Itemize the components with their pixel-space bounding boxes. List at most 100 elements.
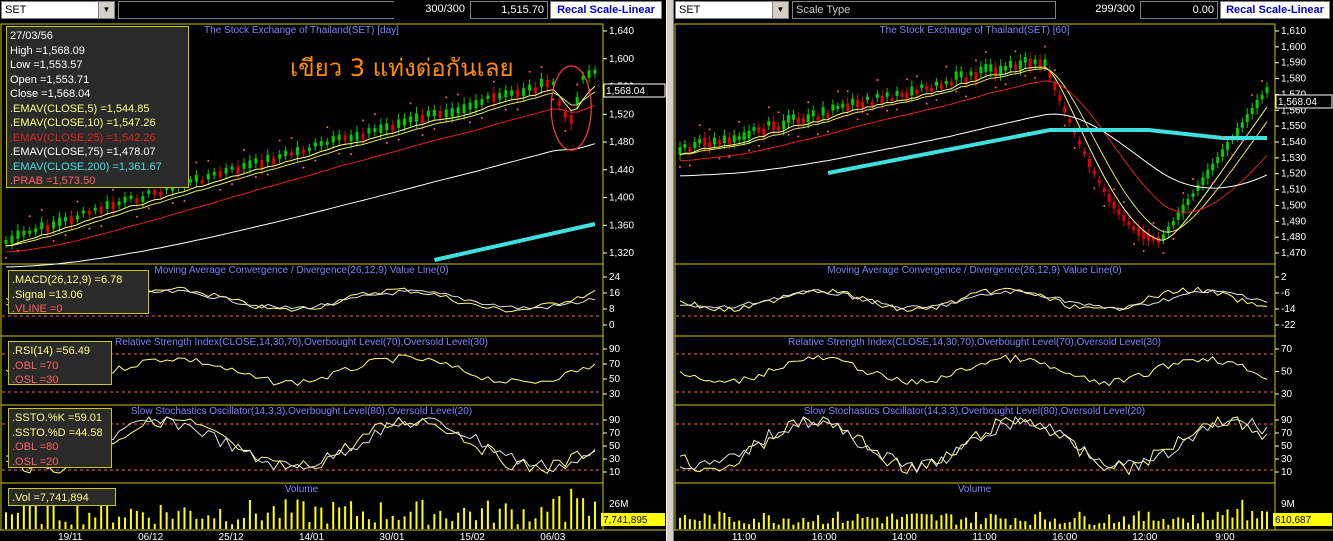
left-candle-body bbox=[539, 78, 543, 88]
left-volume-bar bbox=[528, 521, 531, 529]
left-candle-body bbox=[153, 189, 157, 195]
right-candle-body bbox=[930, 87, 934, 92]
right-sto-tick-label: 70 bbox=[1281, 428, 1293, 439]
right-volume-bar bbox=[1004, 518, 1007, 529]
left-prab-dot bbox=[207, 159, 210, 162]
right-candle-body bbox=[1196, 185, 1200, 191]
right-prab-dot bbox=[876, 78, 879, 81]
left-candle-body bbox=[545, 79, 549, 88]
left-prab-dot bbox=[564, 129, 567, 132]
right-prab-dot bbox=[698, 124, 701, 127]
right-macd-tick-label: -6 bbox=[1281, 288, 1290, 299]
chevron-down-icon[interactable]: ▼ bbox=[98, 2, 114, 18]
pane-splitter[interactable] bbox=[666, 0, 674, 541]
right-macd-tick-label: -14 bbox=[1281, 304, 1296, 315]
left-candle-body bbox=[587, 70, 591, 78]
right-symbol-select[interactable]: SET ▼ bbox=[675, 1, 789, 19]
right-prab-dot bbox=[777, 111, 780, 114]
right-candle-body bbox=[1260, 94, 1264, 100]
right-prab-dot bbox=[1103, 204, 1106, 207]
left-sto-tick-label: 50 bbox=[609, 441, 621, 452]
left-x-axis-label: 30/01 bbox=[379, 532, 404, 541]
left-candle-body bbox=[563, 112, 567, 118]
left-candle-body bbox=[575, 97, 579, 104]
left-volume-bar bbox=[397, 519, 400, 529]
info-ema5: .EMAV(CLOSE,5) =1,544.85 bbox=[10, 102, 150, 115]
right-prab-dot bbox=[797, 135, 800, 138]
right-price-title: The Stock Exchange of Thailand(SET) [60] bbox=[880, 25, 1070, 36]
right-prab-dot bbox=[984, 50, 987, 53]
left-candle-body bbox=[75, 215, 79, 220]
right-rsi-tick-label: 50 bbox=[1281, 367, 1293, 378]
left-candle-body bbox=[284, 150, 288, 157]
left-candle-body bbox=[415, 113, 419, 122]
right-price-tick-label: 1,490 bbox=[1281, 216, 1306, 227]
left-symbol-select[interactable]: SET ▼ bbox=[1, 1, 115, 19]
left-candle-body bbox=[296, 146, 300, 156]
left-chart-pane[interactable]: SET ▼ 300/300 1,515.70 Recal Scale-Linea… bbox=[0, 0, 666, 541]
right-prab-dot bbox=[1152, 222, 1155, 225]
left-candle-body bbox=[504, 90, 508, 98]
right-candle-body bbox=[791, 114, 795, 120]
left-candle-body bbox=[16, 230, 20, 239]
left-volume-bar bbox=[88, 512, 91, 529]
right-chart-pane[interactable]: SET ▼ Scale Type 299/300 0.00 Recal Scal… bbox=[674, 0, 1333, 541]
right-candle-body bbox=[762, 128, 766, 137]
right-volume-bar bbox=[802, 518, 805, 529]
right-price-tick-label: 1,480 bbox=[1281, 232, 1306, 243]
left-candle-body bbox=[331, 136, 335, 143]
right-sto-tick-label: 30 bbox=[1281, 454, 1293, 465]
right-volume-bar bbox=[984, 518, 987, 529]
left-prab-dot bbox=[350, 153, 353, 156]
left-volume-bar bbox=[219, 508, 222, 529]
left-candle-body bbox=[10, 235, 14, 244]
right-chart-canvas[interactable]: The Stock Exchange of Thailand(SET) [60]… bbox=[674, 20, 1333, 541]
macd-value: .MACD(26,12,9) =6.78 bbox=[12, 274, 123, 286]
right-volume-bar bbox=[1014, 517, 1017, 529]
left-candle-body bbox=[528, 84, 532, 91]
left-volume-bar bbox=[278, 517, 281, 529]
right-candle-body bbox=[683, 143, 687, 148]
right-x-axis-label: 14:00 bbox=[892, 532, 917, 541]
left-ema5-line bbox=[5, 85, 596, 247]
left-volume-bar bbox=[522, 509, 525, 529]
left-volume-bar bbox=[231, 524, 234, 529]
macd-signal: .Signal =13.06 bbox=[12, 288, 83, 301]
right-prab-dot bbox=[1172, 238, 1175, 241]
left-recal-scale-button[interactable]: Recal Scale-Linear bbox=[550, 1, 662, 19]
right-recal-scale-button[interactable]: Recal Scale-Linear bbox=[1220, 1, 1330, 19]
right-volume-bar bbox=[891, 513, 894, 529]
sto-obl: .OBL =80 bbox=[12, 441, 59, 453]
left-value-field: 1,515.70 bbox=[470, 1, 548, 19]
right-candle-body bbox=[1013, 65, 1017, 70]
left-volume-bar bbox=[338, 507, 341, 529]
left-chart-canvas[interactable]: The Stock Exchange of Thailand(SET) [day… bbox=[0, 20, 666, 541]
left-volume-bar bbox=[296, 499, 299, 529]
right-volume-bar bbox=[743, 523, 746, 529]
left-candle-body bbox=[147, 190, 151, 194]
left-toolbar: SET ▼ 300/300 1,515.70 Recal Scale-Linea… bbox=[0, 0, 666, 20]
right-candle-body bbox=[727, 137, 731, 145]
right-prab-dot bbox=[1182, 192, 1185, 195]
right-candle-body bbox=[1191, 193, 1195, 197]
left-candle-body bbox=[28, 230, 32, 234]
right-counter: 299/300 bbox=[1058, 1, 1138, 19]
right-ema10-line bbox=[679, 67, 1268, 233]
chevron-down-icon[interactable]: ▼ bbox=[772, 2, 788, 18]
left-prab-dot bbox=[28, 215, 31, 218]
right-volume-bar bbox=[866, 517, 869, 529]
left-x-axis-label: 14/01 bbox=[299, 532, 324, 541]
right-ema200-line bbox=[827, 128, 1267, 175]
left-volume-bar bbox=[302, 501, 305, 529]
right-volume-bar bbox=[1103, 522, 1106, 529]
right-volume-bar bbox=[994, 514, 997, 529]
left-price-tick-label: 1,600 bbox=[609, 54, 634, 65]
right-prab-dot bbox=[965, 95, 968, 98]
right-candle-body bbox=[1226, 142, 1230, 150]
right-candle-body bbox=[890, 98, 894, 102]
right-price-tick-label: 1,520 bbox=[1281, 169, 1306, 180]
left-candle-body bbox=[129, 195, 133, 199]
right-candle-body bbox=[1097, 179, 1101, 184]
info-ema75: .EMAV(CLOSE,75) =1,478.07 bbox=[10, 146, 156, 158]
right-candle-body bbox=[772, 121, 776, 130]
